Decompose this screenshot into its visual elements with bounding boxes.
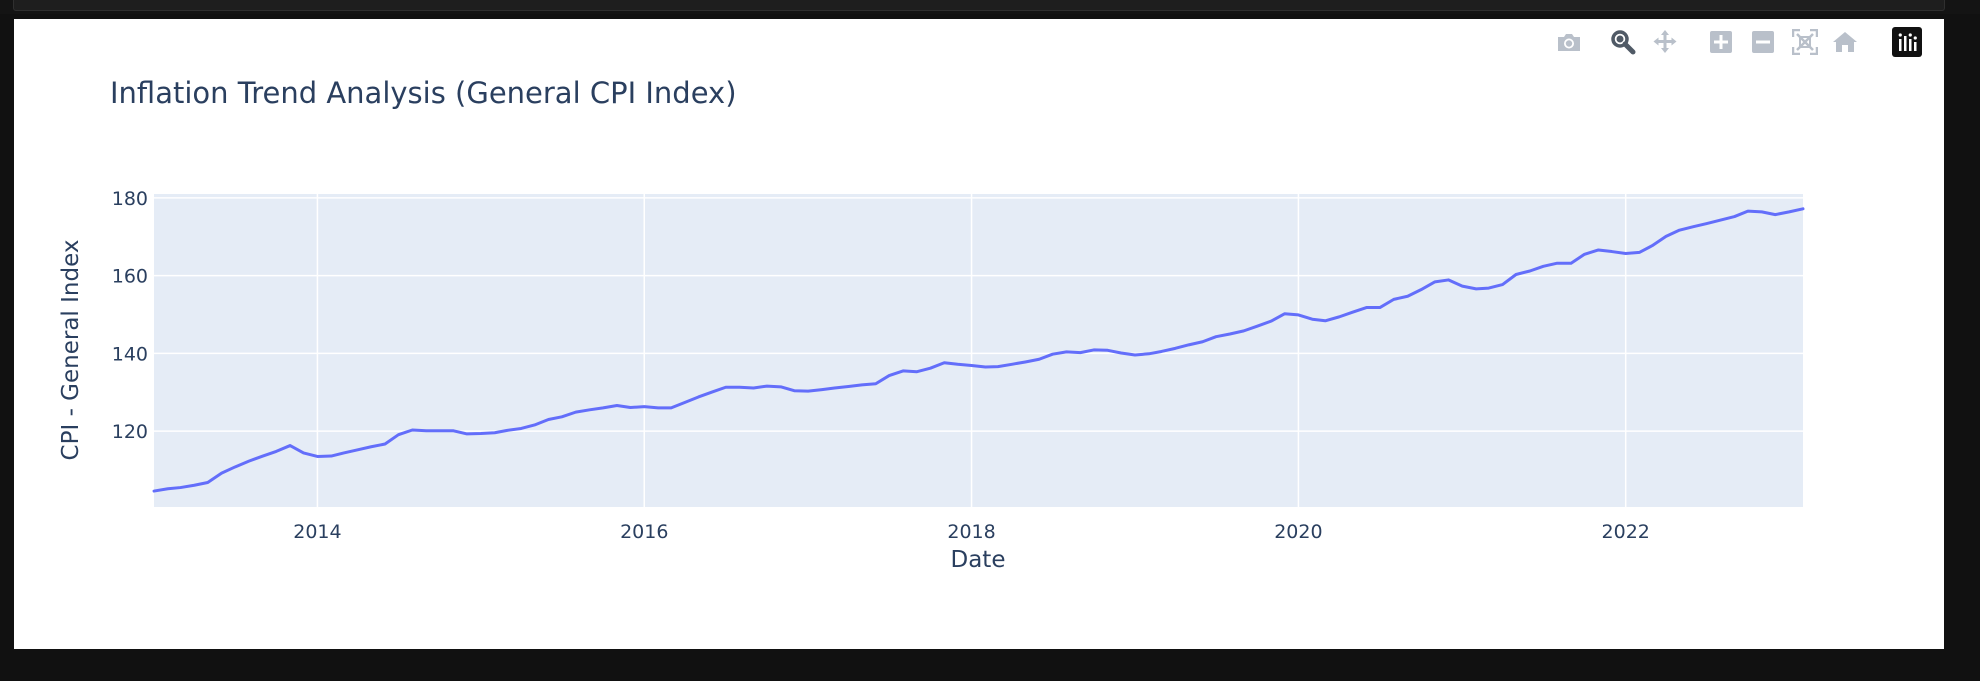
zoom-in-button[interactable] [1706, 27, 1736, 57]
x-tick-labels: 2014 2016 2018 2020 2022 [293, 521, 1650, 543]
window-top-strip [0, 0, 1980, 14]
download-plot-button[interactable] [1554, 27, 1584, 57]
x-tick-label: 2018 [947, 521, 995, 543]
magnifier-icon [1611, 30, 1636, 55]
y-tick-label: 120 [112, 421, 148, 443]
y-axis-title: CPI - General Index [58, 240, 84, 461]
x-tick-label: 2022 [1602, 521, 1650, 543]
camera-icon [1558, 34, 1580, 51]
plotly-logo-button[interactable] [1892, 27, 1922, 57]
x-axis-title: Date [951, 547, 1006, 573]
zoom-out-button[interactable] [1748, 27, 1778, 57]
y-tick-label: 140 [112, 343, 148, 365]
autoscale-icon [1792, 29, 1818, 55]
minus-square-icon [1752, 31, 1774, 53]
cpi-series-line [152, 207, 1805, 493]
zoom-button[interactable] [1608, 27, 1638, 57]
series-layer [152, 207, 1805, 493]
plot-container: Inflation Trend Analysis (General CPI In… [14, 19, 1944, 649]
cpi-line-chart: Inflation Trend Analysis (General CPI In… [58, 76, 1805, 573]
x-tick-label: 2014 [293, 521, 341, 543]
modebar [1554, 27, 1944, 57]
plot-area-background [154, 194, 1803, 507]
x-tick-label: 2016 [620, 521, 668, 543]
pan-button[interactable] [1650, 27, 1680, 57]
chart-title: Inflation Trend Analysis (General CPI In… [110, 76, 737, 110]
home-icon [1833, 32, 1857, 52]
x-tick-label: 2020 [1274, 521, 1322, 543]
plus-square-icon [1710, 31, 1732, 53]
upper-panel-edge [13, 0, 1945, 11]
autoscale-button[interactable] [1790, 27, 1820, 57]
reset-axes-button[interactable] [1830, 27, 1860, 57]
plotly-logo-icon [1892, 27, 1922, 57]
x-gridlines [316, 194, 1627, 507]
y-tick-labels: 120 140 160 180 [112, 188, 148, 443]
y-tick-label: 160 [112, 266, 148, 288]
pan-arrows-icon [1653, 30, 1677, 53]
y-tick-label: 180 [112, 188, 148, 210]
